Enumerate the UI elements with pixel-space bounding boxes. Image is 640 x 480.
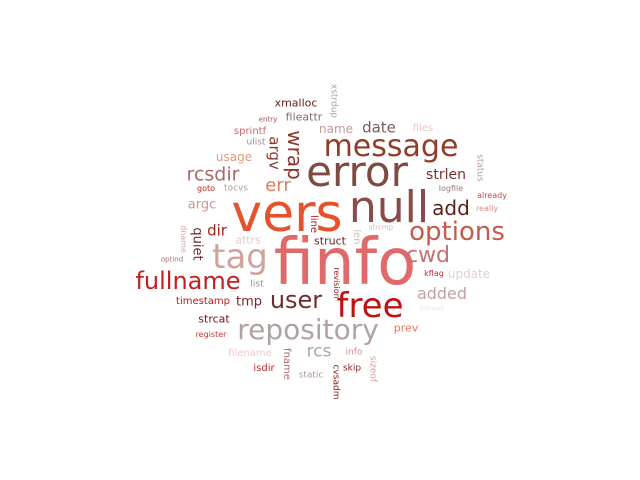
word-isdir: isdir	[253, 363, 275, 374]
word-add: add	[432, 196, 470, 220]
word-free: free	[336, 286, 404, 326]
word-message: message	[323, 129, 459, 164]
word-err: err	[265, 175, 291, 196]
word-dname: dname	[179, 225, 188, 253]
word-tmp: tmp	[235, 294, 263, 310]
word-rcsdir: rcsdir	[186, 163, 240, 186]
word-skip: skip	[342, 363, 362, 374]
word-files: files	[412, 123, 434, 134]
word-argc: argc	[187, 197, 217, 213]
word-vers: vers	[231, 184, 343, 244]
word-optind: optind	[160, 255, 184, 264]
word-strcat: strcat	[198, 312, 230, 326]
word-strcmp: strcmp	[368, 223, 394, 232]
word-xmalloc: xmalloc	[274, 96, 318, 110]
word-repository: repository	[237, 313, 379, 346]
word-dir: dir	[207, 221, 227, 240]
word-strlen: strlen	[426, 167, 466, 183]
word-rcs: rcs	[306, 341, 332, 362]
word-entry: entry	[258, 115, 278, 124]
word-status: status	[474, 154, 485, 182]
word-info: info	[345, 347, 363, 358]
word-usage: usage	[215, 150, 253, 164]
word-timestamp: timestamp	[176, 296, 230, 307]
word-line: line	[308, 214, 319, 234]
word-cwd: cwd	[405, 243, 451, 268]
word-name: name	[318, 122, 354, 136]
word-already: already	[477, 191, 507, 200]
word-tocvs: tocvs	[224, 183, 248, 194]
word-xstrdup: xstrdup	[328, 83, 339, 119]
word-wrap: wrap	[283, 130, 307, 180]
word-fname: fname	[281, 348, 292, 380]
word-fileattr: fileattr	[285, 110, 323, 124]
word-register: register	[195, 330, 227, 339]
word-kflag: kflag	[424, 269, 444, 278]
word-goto: goto	[196, 184, 216, 193]
word-finfo: finfo	[273, 226, 417, 300]
word-static: static	[298, 370, 324, 381]
word-options: options	[409, 217, 505, 247]
word-user: user	[269, 286, 323, 314]
word-sprintf: sprintf	[233, 126, 267, 137]
word-ulist: ulist	[246, 137, 266, 148]
word-list: list	[250, 279, 264, 290]
word-added: added	[416, 284, 468, 303]
word-cvsadm: cvsadm	[330, 364, 341, 400]
word-len: len	[351, 229, 362, 245]
word-logfile: logfile	[438, 184, 464, 193]
word-fullname: fullname	[135, 267, 241, 295]
word-date: date	[362, 118, 396, 137]
word-ndriver: ndriver	[419, 304, 445, 313]
word-quiet: quiet	[189, 227, 205, 261]
word-error: error	[306, 147, 408, 196]
word-revision: revision	[332, 267, 341, 299]
word-prev: prev	[393, 321, 419, 335]
word-sizeof: sizeof	[367, 355, 378, 383]
word-filename: filename	[228, 348, 272, 359]
word-tag: tag	[212, 237, 268, 277]
word-update: update	[447, 267, 491, 281]
word-really: really	[475, 204, 499, 213]
word-struct: struct	[314, 234, 346, 248]
word-argv: argv	[265, 136, 284, 170]
word-attrs: attrs	[235, 233, 261, 247]
word-null: null	[348, 182, 430, 233]
